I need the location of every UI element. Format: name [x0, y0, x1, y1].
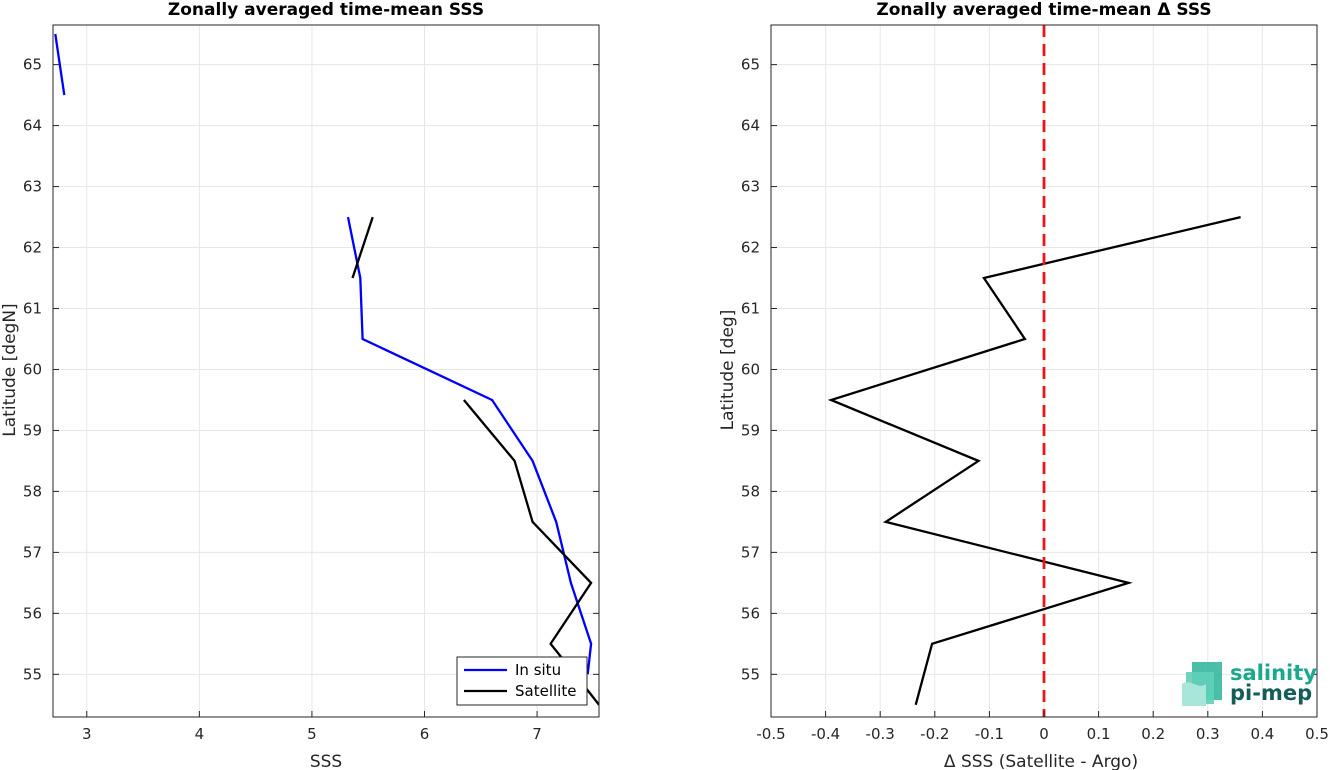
legend-label-satellite: Satellite — [515, 682, 576, 700]
x-tick-label: 0 — [1039, 725, 1049, 743]
right-chart-title: Zonally averaged time-mean Δ SSS — [876, 0, 1211, 20]
legend-label-in-situ: In situ — [515, 661, 561, 679]
left-grid — [53, 25, 599, 717]
x-tick-label: 4 — [195, 725, 205, 743]
right-y-axis-label: Latitude [deg] — [718, 310, 738, 431]
left-chart-title: Zonally averaged time-mean SSS — [168, 0, 484, 20]
y-tick-label: 63 — [741, 178, 760, 196]
x-tick-label: -0.5 — [756, 725, 785, 743]
logo-line1: salinity — [1230, 661, 1317, 685]
y-tick-label: 60 — [23, 360, 42, 378]
y-tick-label: 65 — [23, 56, 42, 74]
x-tick-label: 3 — [82, 725, 92, 743]
y-tick-label: 62 — [23, 239, 42, 257]
right-ticks: -0.5 -0.4 -0.3 -0.2 -0.1 0 0.1 0.2 0.3 0.4 0.5 55 56… — [741, 56, 1329, 743]
y-tick-label: 57 — [23, 543, 42, 561]
legend-box — [456, 656, 588, 706]
x-tick-label: 0.2 — [1141, 725, 1165, 743]
y-tick-label: 64 — [23, 117, 42, 135]
left-y-axis-label: Latitude [degN] — [0, 303, 20, 436]
x-tick-label: 0.3 — [1196, 725, 1220, 743]
series-line — [827, 215, 1241, 706]
y-tick-label: 62 — [741, 239, 760, 257]
x-tick-label: 0.1 — [1087, 725, 1111, 743]
y-tick-label: 57 — [741, 543, 760, 561]
y-tick-label: 59 — [741, 421, 760, 439]
y-tick-label: 58 — [741, 482, 760, 500]
x-tick-label: 0.5 — [1305, 725, 1329, 743]
x-tick-label: -0.1 — [975, 725, 1004, 743]
x-tick-label: -0.4 — [811, 725, 840, 743]
x-tick-label: 0.4 — [1250, 725, 1274, 743]
series-line — [54, 33, 66, 96]
logo-line2: pi-mep — [1230, 681, 1312, 705]
x-tick-label: 5 — [307, 725, 317, 743]
y-tick-label: 55 — [23, 665, 42, 683]
series-line — [351, 216, 374, 279]
left-panel: Zonally averaged time-mean SSS SSS Latit… — [0, 0, 600, 770]
left-axes-box — [52, 24, 600, 718]
y-tick-label: 63 — [23, 178, 42, 196]
y-tick-label: 61 — [23, 300, 42, 318]
legend: In situ Satellite — [456, 656, 588, 706]
x-tick-label: 6 — [420, 725, 430, 743]
right-x-axis-label: Δ SSS (Satellite - Argo) — [944, 752, 1138, 770]
y-tick-label: 55 — [741, 665, 760, 683]
x-tick-label: -0.2 — [920, 725, 949, 743]
y-tick-label: 64 — [741, 117, 760, 135]
y-tick-label: 65 — [741, 56, 760, 74]
y-tick-label: 56 — [741, 604, 760, 622]
y-tick-label: 60 — [741, 360, 760, 378]
x-tick-label: -0.3 — [866, 725, 895, 743]
right-series-lines — [827, 25, 1241, 717]
series-line — [346, 216, 593, 675]
y-tick-label: 61 — [741, 300, 760, 318]
right-panel: Zonally averaged time-mean Δ SSS Δ SSS (… — [718, 0, 1329, 770]
y-tick-label: 59 — [23, 421, 42, 439]
logo-wave — [1182, 682, 1206, 706]
x-tick-label: 7 — [532, 725, 542, 743]
y-tick-label: 56 — [23, 604, 42, 622]
series-group — [827, 215, 1241, 706]
salinity-pi-mep-logo: salinity pi-mep — [1182, 661, 1317, 706]
left-x-axis-label: SSS — [310, 752, 342, 770]
y-tick-label: 58 — [23, 482, 42, 500]
